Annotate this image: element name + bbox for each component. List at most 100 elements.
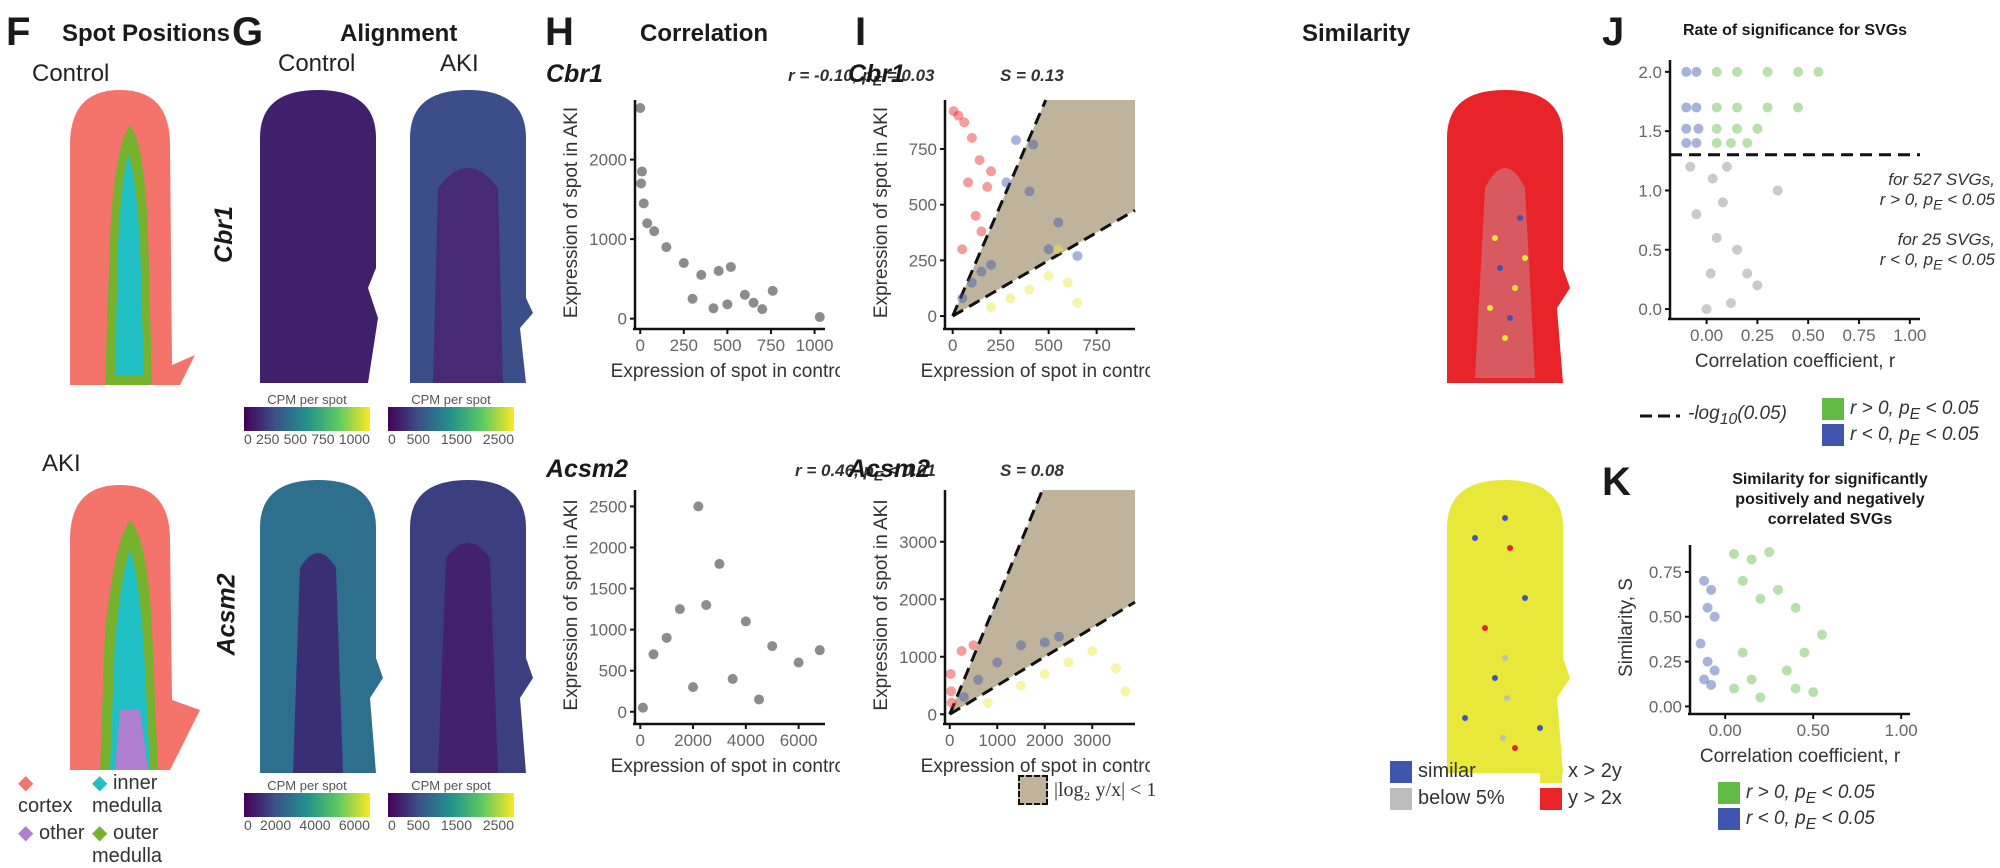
- data-point: [1702, 656, 1713, 667]
- y-axis-label: Expression of spot in AKI: [561, 499, 582, 710]
- legend-item-y-gt-2x: y > 2x: [1540, 787, 1670, 810]
- data-point: [1681, 138, 1692, 149]
- y-tick-label: 1000: [899, 648, 937, 667]
- panel-title-f: Spot Positions: [62, 20, 230, 47]
- data-point: [1781, 665, 1792, 676]
- data-point: [1691, 209, 1702, 220]
- data-point: [1729, 548, 1739, 559]
- similarity-cbr1: S = 0.13: [1000, 66, 1064, 85]
- data-point: [1725, 298, 1736, 309]
- legend-item-inner-medulla: ◆ inner medulla: [92, 772, 163, 817]
- diamond-icon: ◆: [18, 772, 34, 794]
- data-point: [636, 178, 647, 189]
- data-point: [1764, 547, 1775, 558]
- data-point: [1746, 554, 1757, 565]
- data-point: [708, 303, 719, 314]
- y-tick-label: 0.75: [1649, 563, 1682, 582]
- boundary-line-lower: [951, 208, 1136, 318]
- data-point: [1016, 680, 1026, 691]
- y-tick-label: 500: [909, 196, 937, 215]
- annotation-negative: for 25 SVGs, r < 0, pE < 0.05: [1879, 230, 1995, 274]
- gene-label-acsm2: Acsm2: [546, 455, 628, 483]
- x-tick-label: 0.50: [1797, 721, 1830, 740]
- data-point: [1111, 663, 1121, 674]
- panel-title-j: Rate of significance for SVGs: [1683, 22, 1908, 39]
- data-point: [1790, 683, 1801, 694]
- data-point: [1039, 637, 1050, 648]
- category-map-cbr1: [1447, 90, 1570, 383]
- data-point: [953, 110, 964, 121]
- similarity-region-legend: |log₂ y/x| < 1: [1018, 775, 1156, 805]
- data-point: [638, 198, 649, 209]
- data-point: [1087, 646, 1098, 656]
- panel-label-k: K: [1602, 460, 1631, 504]
- threshold-legend: -log10(0.05): [1640, 403, 1787, 429]
- y-tick-label: 0: [928, 705, 937, 724]
- y-tick-label: 0: [618, 310, 627, 329]
- stat-acsm2: r = 0.46, pE < 0.01: [795, 461, 936, 485]
- x-axis-label: Correlation coefficient, r: [1700, 746, 1901, 767]
- data-point: [1793, 102, 1804, 113]
- gene-label-cbr1-sim: Cbr1: [848, 60, 905, 88]
- x-axis-label: Expression of spot in control: [611, 361, 840, 382]
- column-label-aki: AKI: [440, 50, 479, 77]
- data-point: [1011, 135, 1022, 146]
- y-tick-label: 0: [618, 703, 627, 722]
- data-point: [1054, 631, 1064, 642]
- gene-label-cbr1: Cbr1: [546, 60, 603, 88]
- data-point: [1742, 268, 1753, 279]
- x-tick-label: 500: [1034, 336, 1062, 355]
- data-point: [966, 277, 977, 288]
- data-point: [1755, 593, 1766, 604]
- data-point: [1005, 293, 1016, 304]
- data-point: [814, 645, 825, 656]
- colorbar-gradient: [388, 793, 514, 817]
- panel-title-g: Alignment: [340, 20, 458, 47]
- gene-label-acsm2-sim: Acsm2: [848, 455, 930, 483]
- data-point: [1024, 186, 1035, 197]
- column-label-control: Control: [278, 50, 356, 77]
- data-point: [1706, 584, 1717, 595]
- data-point: [1706, 679, 1717, 690]
- row-label-cbr1: Cbr1: [209, 206, 238, 263]
- legend-item-other: ◆ other: [18, 822, 85, 844]
- data-point: [714, 558, 725, 569]
- data-point: [1001, 177, 1012, 188]
- y-tick-label: 2000: [899, 590, 937, 609]
- data-point: [1053, 217, 1064, 228]
- x-tick-label: 250: [670, 336, 698, 355]
- y-axis-label: Similarity, S: [1616, 578, 1637, 677]
- x-tick-label: 6000: [780, 731, 818, 750]
- data-point: [970, 210, 981, 221]
- expression-map-acsm2-aki: [410, 480, 533, 773]
- y-tick-label: 0.0: [1638, 300, 1662, 319]
- data-point: [1691, 102, 1702, 113]
- x-axis-label: Expression of spot in control: [921, 756, 1150, 777]
- expression-map-cbr1-aki: [410, 90, 533, 383]
- y-tick-label: 250: [909, 251, 937, 270]
- data-point: [1699, 674, 1710, 685]
- similarity-region: [952, 100, 1135, 317]
- data-point: [1016, 640, 1026, 651]
- similarity-region: [949, 490, 1135, 715]
- data-point: [1752, 123, 1763, 134]
- diamond-icon: ◆: [92, 822, 108, 844]
- data-point: [1063, 657, 1074, 668]
- y-tick-label: 500: [599, 662, 627, 681]
- data-point: [1729, 683, 1739, 694]
- data-point: [1746, 674, 1757, 685]
- colorbar-gradient: [388, 407, 514, 431]
- data-point: [957, 244, 968, 255]
- colorbar-gradient: [244, 793, 370, 817]
- data-point: [945, 669, 956, 679]
- panel-title-k: Similarity for significantly positively …: [1732, 471, 1928, 528]
- data-point: [757, 304, 768, 315]
- data-point: [1790, 602, 1801, 613]
- panel-title-i: Similarity: [1302, 20, 1411, 47]
- data-point: [1762, 102, 1773, 113]
- x-tick-label: 0: [636, 731, 645, 750]
- data-point: [1039, 669, 1050, 679]
- data-point: [1711, 138, 1722, 149]
- expression-map-acsm2-control: [260, 480, 383, 773]
- data-point: [986, 302, 997, 313]
